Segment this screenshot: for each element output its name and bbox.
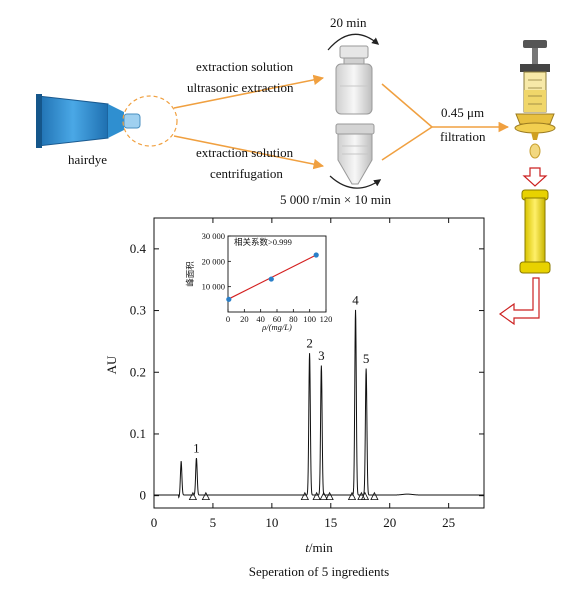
integration-marker [347,491,357,501]
peak-label: 3 [318,348,325,363]
inset-annotation: 相关系数>0.999 [234,237,292,247]
top-path-line1: extraction solution [196,59,294,74]
rotation-arrow-bottom [329,175,382,189]
integration-marker [319,491,328,501]
hplc-column-icon [519,189,551,274]
ultrasonic-vial-icon [335,45,373,115]
x-tick-label: 25 [442,515,455,530]
peak-label: 2 [306,336,313,351]
inset-x-tick-label: 100 [303,314,316,324]
inset-x-tick-label: 40 [256,314,265,324]
top-path-line2: ultrasonic extraction [187,80,294,95]
inset-data-point [268,276,274,282]
integration-marker [188,491,198,501]
integration-marker [325,491,334,501]
x-tick-label: 0 [151,515,158,530]
red-bent-arrow [498,277,540,326]
top-path-time: 20 min [330,15,367,30]
peak-label: 4 [352,293,359,308]
inset-data-point [226,296,232,302]
arrow-to-ultrasonic [173,74,325,109]
zoom-circle [122,95,178,147]
sample-label: hairdye [68,152,107,167]
bottom-path-line1: extraction solution [196,145,294,160]
y-tick-label: 0 [140,488,147,503]
x-tick-label: 15 [324,515,337,530]
x-tick-label: 20 [383,515,396,530]
bottom-path-line2: centrifugation [210,166,283,181]
y-tick-label: 0.2 [130,364,146,379]
chromatogram-frame [153,217,485,509]
arrow-to-centrifuge [173,135,325,170]
y-tick-label: 0.3 [130,303,146,318]
integration-marker [300,491,310,501]
integration-marker [370,491,379,501]
inset-y-tick-label: 30 000 [202,231,225,241]
inset-x-tick-label: 0 [226,314,230,324]
inset-y-tick-label: 10 000 [202,282,225,292]
peak-label: 5 [363,351,370,366]
integration-marker [201,491,211,501]
inset-x-label: ρ/(mg/L) [261,322,292,332]
hair-dye-tube-icon [36,94,141,148]
x-axis-label: t/min [305,540,333,555]
bottom-path-condition: 5 000 r/min × 10 min [280,192,391,207]
rotation-arrow-top [327,33,380,51]
arrow-vial-to-filter [381,83,433,128]
y-tick-label: 0.4 [130,241,147,256]
peak-label: 1 [193,441,200,456]
chart-caption: Seperation of 5 ingredients [249,564,389,579]
integration-marker [312,491,321,501]
syringe-filter-icon [514,40,556,159]
x-tick-label: 5 [210,515,217,530]
x-tick-label: 10 [265,515,278,530]
inset-y-label: 峰面积 [185,261,195,287]
calibration-inset: 0 20 40 60 80 100 120 10 000 20 000 30 000 相关系数>0… [185,231,332,332]
inset-x-tick-label: 20 [240,314,249,324]
y-tick-label: 0.1 [130,426,146,441]
centrifuge-tube-icon [335,123,375,185]
integration-marker [360,491,370,501]
arrow-tube-to-filter [381,126,433,161]
inset-x-tick-label: 60 [273,314,282,324]
inset-y-tick-label: 20 000 [202,256,225,266]
inset-frame [227,235,327,313]
chromatogram-trace [154,309,484,499]
inset-x-tick-label: 120 [320,314,333,324]
y-axis-label: AU [104,355,119,374]
filter-label: filtration [440,129,486,144]
filter-size: 0.45 μm [441,105,484,120]
red-down-arrow [522,167,548,187]
inset-x-tick-label: 80 [289,314,298,324]
inset-data-point [313,252,319,258]
